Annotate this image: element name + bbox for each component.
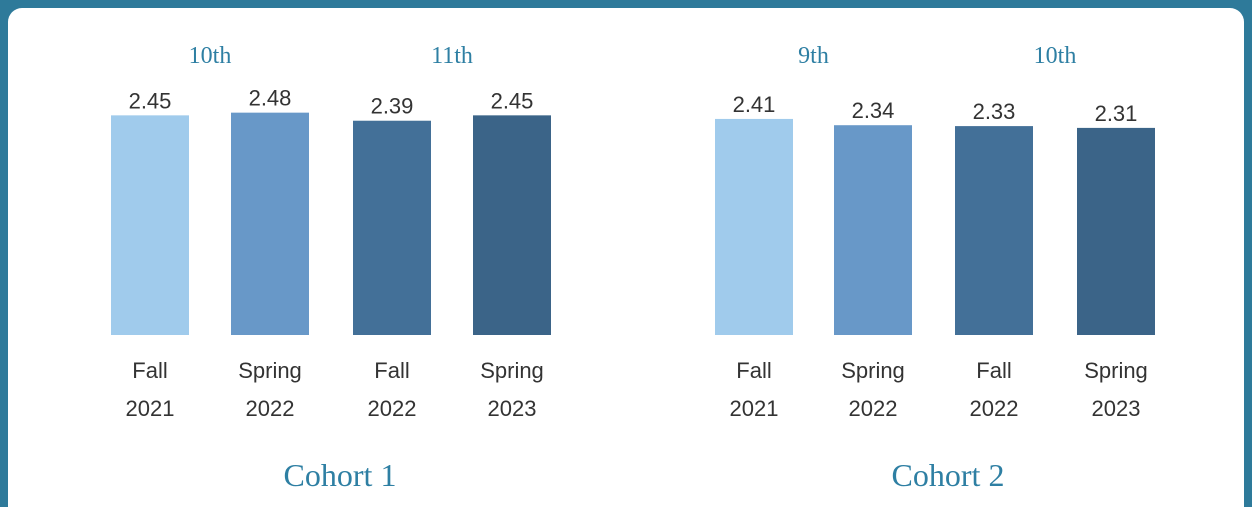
x-tick-label: Spring 2022 <box>238 358 302 421</box>
value-label: 2.39 <box>371 94 414 119</box>
bar <box>955 126 1033 335</box>
bar <box>1077 127 1155 336</box>
x-tick-label: Spring 2023 <box>480 358 544 421</box>
group-label: 10th <box>1034 43 1077 69</box>
panel-background <box>8 8 1244 507</box>
x-tick-label: Spring 2022 <box>841 358 905 421</box>
value-label: 2.31 <box>1095 101 1138 126</box>
x-tick-label: Fall 2021 <box>126 358 175 421</box>
x-tick-label: Fall 2021 <box>730 358 779 421</box>
group-label: 10th <box>189 43 232 69</box>
value-label: 2.33 <box>973 99 1016 124</box>
x-tick-label: Spring 2023 <box>1084 358 1148 421</box>
chart-title: Cohort 1 <box>284 457 397 493</box>
bar <box>353 120 431 335</box>
value-label: 2.48 <box>249 86 292 111</box>
bar <box>231 112 309 335</box>
bar <box>834 125 912 335</box>
value-label: 2.34 <box>852 98 895 123</box>
bar <box>473 115 551 336</box>
group-label: 9th <box>798 43 829 69</box>
chart-title: Cohort 2 <box>892 457 1005 493</box>
x-tick-label: Fall 2022 <box>970 358 1019 421</box>
value-label: 2.41 <box>733 92 776 117</box>
value-label: 2.45 <box>129 88 172 113</box>
bar <box>715 118 793 336</box>
x-tick-label: Fall 2022 <box>368 358 417 421</box>
bar <box>111 115 189 336</box>
value-label: 2.45 <box>491 88 534 113</box>
group-label: 11th <box>431 43 473 69</box>
